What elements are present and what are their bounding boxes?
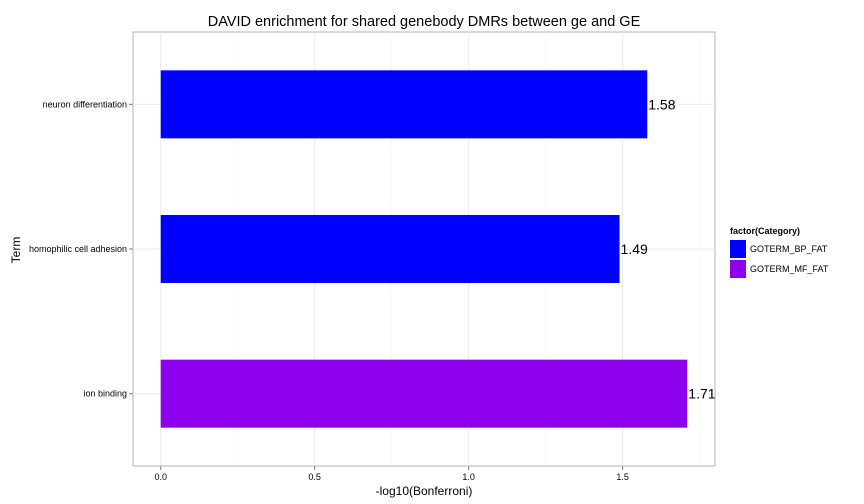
legend-swatch-mf bbox=[730, 260, 746, 278]
bar-value-label: 1.71 bbox=[688, 386, 715, 402]
x-axis-label: -log10(Bonferroni) bbox=[375, 484, 473, 498]
chart-title: DAVID enrichment for shared genebody DMR… bbox=[207, 14, 641, 30]
bar bbox=[160, 215, 620, 283]
bar bbox=[160, 359, 688, 428]
bar-value-label: 1.49 bbox=[621, 241, 648, 257]
legend-item-bp: GOTERM_BP_FAT bbox=[730, 239, 828, 259]
bar-value-label: 1.58 bbox=[648, 96, 675, 112]
y-tick-label: homophilic cell adhesion bbox=[29, 244, 127, 254]
bar bbox=[160, 70, 648, 139]
x-tick-label: 0.5 bbox=[308, 472, 321, 482]
x-tick-label: 1.5 bbox=[616, 472, 629, 482]
y-axis-label: Term bbox=[9, 236, 23, 264]
x-tick-label: 1.0 bbox=[462, 472, 475, 482]
x-tick-label: 0.0 bbox=[154, 472, 167, 482]
legend: factor(Category) GOTERM_BP_FAT GOTERM_MF… bbox=[730, 226, 828, 279]
legend-item-mf: GOTERM_MF_FAT bbox=[730, 259, 828, 279]
y-tick-label: ion binding bbox=[83, 389, 127, 399]
legend-title: factor(Category) bbox=[730, 226, 801, 236]
y-tick-label: neuron differentiation bbox=[43, 99, 127, 109]
legend-swatch-bp bbox=[730, 240, 746, 258]
legend-label-mf: GOTERM_MF_FAT bbox=[750, 264, 829, 274]
legend-label-bp: GOTERM_BP_FAT bbox=[750, 244, 828, 254]
